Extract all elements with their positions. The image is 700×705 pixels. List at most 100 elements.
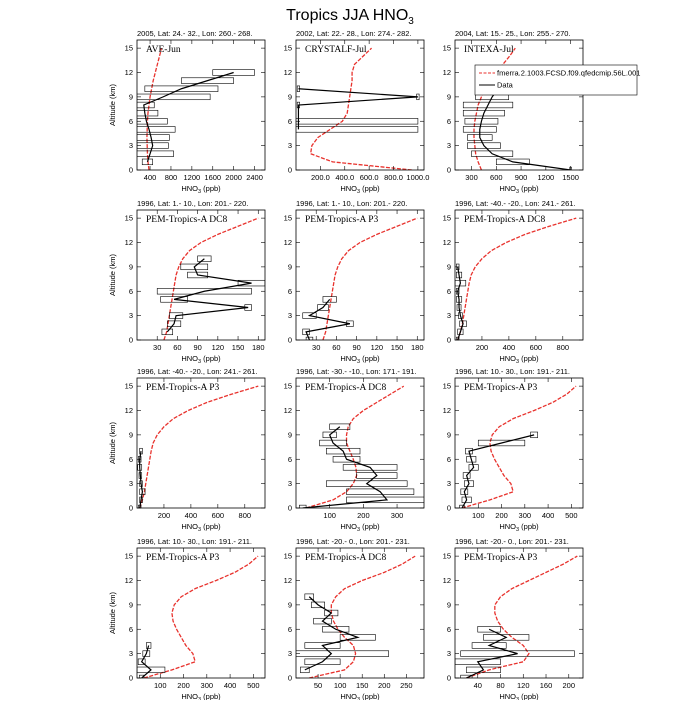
x-tick-label: 250: [400, 681, 413, 690]
x-tick-label: 100: [323, 511, 336, 520]
y-tick-label: 12: [443, 406, 451, 415]
plot-area: [137, 47, 255, 170]
y-tick-label: 6: [129, 117, 133, 126]
panel-label: PEM-Tropics-A DC8: [305, 553, 386, 563]
x-tick-label: 300: [519, 511, 532, 520]
plot-frame: [295, 209, 425, 341]
x-label-suffix: (ppb): [201, 184, 221, 193]
plot-area: [296, 47, 420, 170]
x-axis-label: HNO3 (ppb): [181, 184, 221, 195]
error-box: [530, 431, 538, 439]
x-label-subscript: 3: [198, 527, 201, 533]
model-line: [305, 385, 405, 508]
x-tick-label: 200: [177, 681, 190, 690]
plot-frame: [295, 547, 425, 679]
x-tick-label: 400: [542, 511, 555, 520]
x-axis-label: HNO3 (ppb): [181, 354, 221, 365]
error-box: [466, 666, 501, 674]
plot-frame: [454, 377, 584, 509]
data-line: [302, 426, 389, 508]
error-box: [324, 609, 339, 617]
y-tick-label: 0: [288, 504, 292, 513]
y-tick-label: 6: [129, 287, 133, 296]
y-tick-label: 3: [129, 141, 133, 150]
error-box: [139, 674, 145, 678]
x-tick-label: 150: [391, 343, 404, 352]
x-axis-label: HNO3 (ppb): [340, 692, 380, 700]
y-tick-label: 3: [447, 311, 451, 320]
x-label-text: HNO: [181, 354, 198, 363]
figure-title: Tropics JJA HNO3: [286, 7, 414, 27]
error-box: [137, 150, 174, 157]
data-line: [461, 434, 535, 508]
error-box: [319, 439, 347, 447]
panel-header: 1996, Lat: 1.- 10., Lon: 201.- 220.: [296, 199, 407, 208]
y-tick-label: 3: [129, 649, 133, 658]
panel-header: 1996, Lat: 10.- 30., Lon: 191.- 211.: [455, 367, 570, 376]
plot-area: [462, 47, 572, 170]
x-tick-label: 400: [224, 681, 237, 690]
x-axis-label: HNO3 (ppb): [499, 184, 539, 195]
x-tick-label: 1600: [204, 173, 221, 182]
panel-label: PEM-Tropics-A P3: [464, 383, 538, 393]
error-box: [462, 472, 471, 479]
error-box: [468, 464, 479, 471]
y-tick-label: 15: [284, 214, 292, 223]
x-tick-label: 60: [332, 343, 340, 352]
panel-header: 1996, Lat: 1.- 10., Lon: 201.- 220.: [137, 199, 248, 208]
plot-area: [299, 385, 424, 508]
plot-area: [455, 217, 577, 340]
x-tick-label: 100: [472, 511, 485, 520]
error-box: [142, 650, 151, 657]
y-tick-label: 0: [447, 336, 451, 345]
y-tick-label: 0: [129, 674, 133, 683]
panel: 2004, Lat: 15.- 25., Lon: 255.- 270. INTE…: [443, 29, 641, 195]
x-label-suffix: (ppb): [360, 692, 380, 700]
title-text: Tropics JJA HNO: [286, 7, 408, 24]
y-tick-label: 15: [284, 382, 292, 391]
error-box: [466, 456, 477, 463]
x-tick-label: 120: [371, 343, 384, 352]
y-tick-label: 9: [288, 92, 292, 101]
plot-area: [137, 385, 259, 508]
y-tick-label: 9: [288, 430, 292, 439]
model-line: [143, 555, 259, 678]
panel: 1996, Lat: -30.- -10., Lon: 171.- 191. PE…: [284, 367, 425, 533]
model-line: [139, 385, 259, 508]
panel-label: PEM-Tropics-A P3: [464, 553, 538, 563]
y-tick-label: 6: [129, 455, 133, 464]
y-tick-label: 15: [443, 552, 451, 561]
plot-area: [459, 385, 577, 508]
x-label-suffix: (ppb): [201, 522, 221, 531]
error-box: [304, 658, 341, 665]
y-tick-label: 0: [288, 336, 292, 345]
y-tick-label: 9: [447, 262, 451, 271]
x-label-text: HNO: [181, 692, 198, 700]
x-tick-label: 800.0: [384, 173, 403, 182]
y-tick-label: 0: [288, 166, 292, 175]
y-tick-label: 12: [443, 576, 451, 585]
model-line: [309, 555, 416, 678]
y-tick-label: 3: [447, 141, 451, 150]
x-tick-label: 300: [391, 511, 404, 520]
x-tick-label: 600: [530, 343, 543, 352]
model-line: [457, 217, 577, 340]
error-box: [342, 464, 398, 471]
plot-frame: [454, 209, 584, 341]
panel: 1996, Lat: -20.- 0., Lon: 201.- 231. PEM-…: [284, 537, 425, 703]
panel-label: INTEXA-Jul: [464, 45, 514, 55]
x-label-text: HNO: [181, 522, 198, 531]
data-line: [140, 645, 152, 678]
panel-label: PEM-Tropics-A P3: [305, 215, 379, 225]
error-box: [467, 142, 501, 149]
data-line: [166, 258, 252, 333]
x-tick-label: 500: [565, 511, 578, 520]
y-tick-label: 3: [129, 479, 133, 488]
panel: 1996, Lat: 10.- 30., Lon: 191.- 211. PEM-…: [443, 367, 584, 533]
error-box: [144, 85, 219, 92]
x-tick-label: 120: [517, 681, 530, 690]
x-tick-label: 120: [212, 343, 225, 352]
error-box: [462, 101, 514, 109]
error-box: [471, 150, 514, 157]
x-tick-label: 160: [540, 681, 553, 690]
